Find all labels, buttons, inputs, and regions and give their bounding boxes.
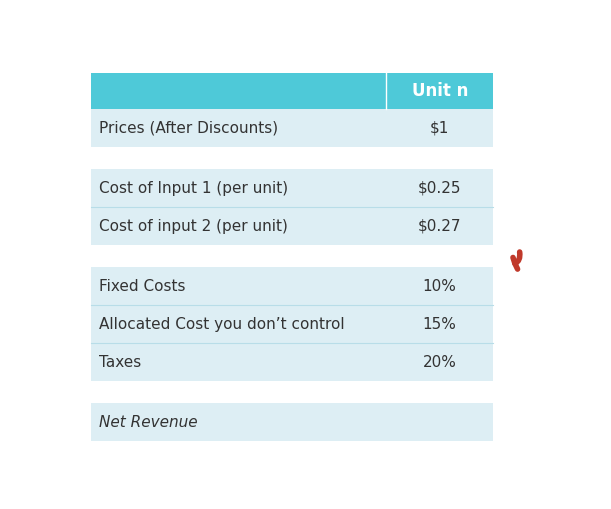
Bar bbox=[386, 73, 493, 109]
Bar bbox=[90, 305, 386, 343]
Bar bbox=[90, 73, 386, 109]
Text: $0.25: $0.25 bbox=[418, 181, 461, 196]
Text: 15%: 15% bbox=[423, 317, 456, 332]
Bar bbox=[90, 343, 386, 381]
Text: Net Revenue: Net Revenue bbox=[99, 415, 198, 430]
Bar bbox=[90, 403, 386, 441]
Bar bbox=[386, 403, 493, 441]
Bar bbox=[90, 169, 386, 207]
Text: Unit n: Unit n bbox=[412, 82, 468, 100]
Bar bbox=[386, 305, 493, 343]
Bar bbox=[386, 169, 493, 207]
Text: Allocated Cost you don’t control: Allocated Cost you don’t control bbox=[99, 317, 345, 332]
Text: 20%: 20% bbox=[423, 355, 456, 370]
Text: Fixed Costs: Fixed Costs bbox=[99, 279, 186, 294]
Bar bbox=[90, 267, 386, 305]
Text: Prices (After Discounts): Prices (After Discounts) bbox=[99, 121, 278, 136]
Bar bbox=[90, 207, 386, 245]
Text: Cost of input 2 (per unit): Cost of input 2 (per unit) bbox=[99, 219, 288, 234]
Text: Cost of Input 1 (per unit): Cost of Input 1 (per unit) bbox=[99, 181, 288, 196]
Text: Taxes: Taxes bbox=[99, 355, 141, 370]
Bar bbox=[90, 109, 386, 148]
Text: $0.27: $0.27 bbox=[418, 219, 461, 234]
Bar bbox=[386, 109, 493, 148]
Text: 10%: 10% bbox=[423, 279, 456, 294]
Bar bbox=[386, 267, 493, 305]
Bar bbox=[386, 207, 493, 245]
Bar bbox=[386, 343, 493, 381]
Text: $1: $1 bbox=[430, 121, 450, 136]
